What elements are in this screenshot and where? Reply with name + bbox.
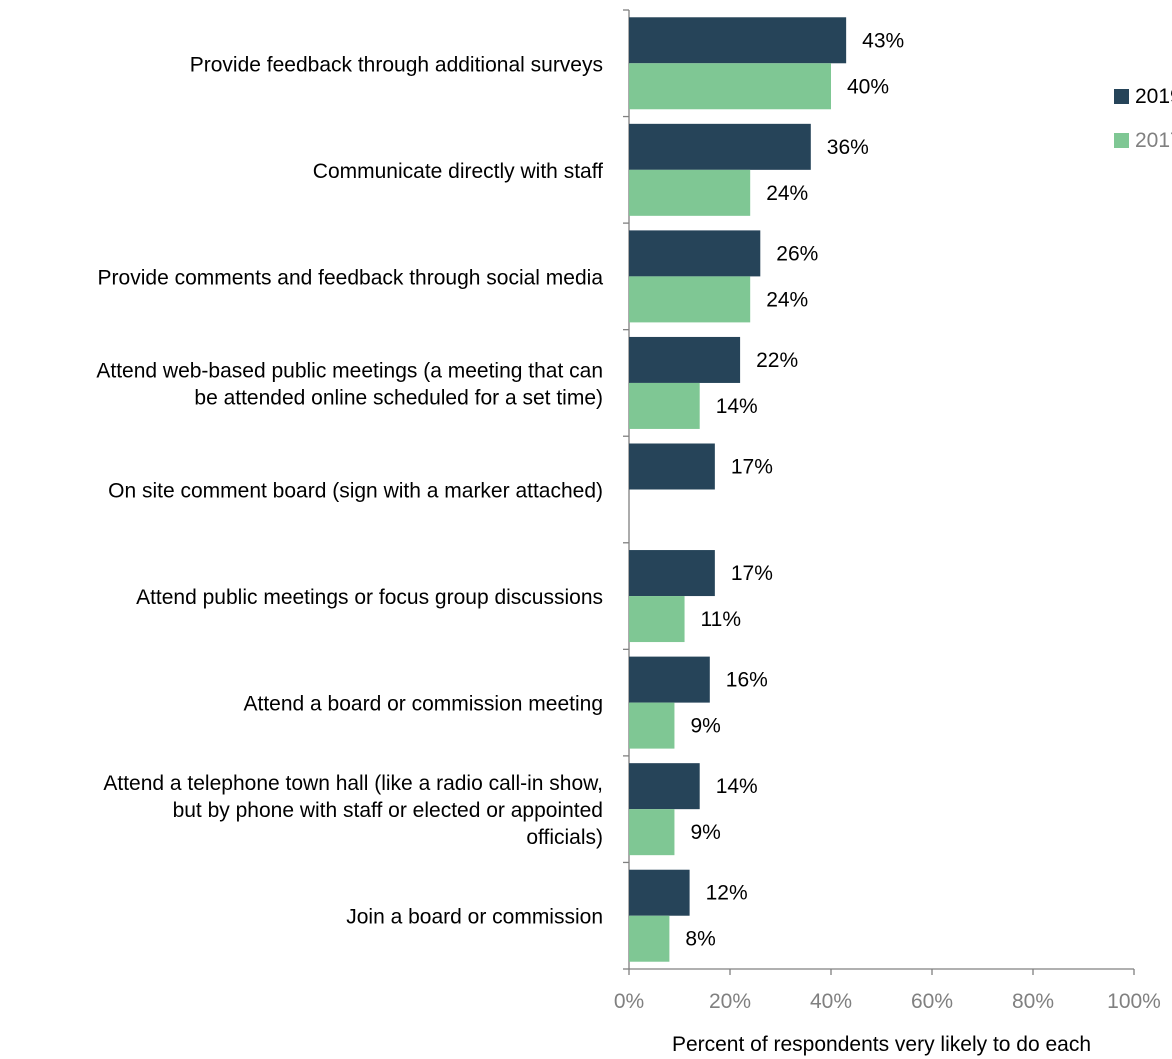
category-label: Communicate directly with staff <box>313 160 603 183</box>
category-label: Join a board or commission <box>346 906 603 929</box>
category-label: Attend public meetings or focus group di… <box>136 586 603 609</box>
category-label: Provide feedback through additional surv… <box>190 53 603 76</box>
data-label-2019: 16% <box>726 669 768 692</box>
bar-2017 <box>629 276 751 323</box>
bar-2019 <box>629 550 715 597</box>
data-label-2017: 14% <box>716 395 758 418</box>
legend-swatch-2019 <box>1114 89 1129 104</box>
data-label-2019: 17% <box>731 456 773 479</box>
bar-2017 <box>629 382 700 429</box>
bar-2017 <box>629 809 675 856</box>
bar-2019 <box>629 869 690 916</box>
legend-label-2019: 2019 <box>1135 85 1172 108</box>
x-tick-label: 20% <box>709 990 751 1013</box>
data-label-2017: 24% <box>766 288 808 311</box>
bar-2017 <box>629 63 831 110</box>
data-label-2019: 17% <box>731 562 773 585</box>
category-label: be attended online scheduled for a set t… <box>194 386 603 409</box>
category-label: On site comment board (sign with a marke… <box>108 480 603 503</box>
x-tick-label: 100% <box>1107 990 1161 1013</box>
category-label: but by phone with staff or elected or ap… <box>173 799 603 822</box>
data-label-2017: 24% <box>766 182 808 205</box>
data-label-2019: 22% <box>756 349 798 372</box>
data-label-2019: 26% <box>776 242 818 265</box>
bar-2019 <box>629 763 700 810</box>
bar-2017 <box>629 915 670 962</box>
category-label: Attend a board or commission meeting <box>243 693 603 716</box>
data-label-2017: 9% <box>690 821 720 844</box>
data-label-2017: 9% <box>690 715 720 738</box>
data-label-2019: 12% <box>706 882 748 905</box>
legend-label-2017: 2017 <box>1135 129 1172 152</box>
x-tick-label: 80% <box>1012 990 1054 1013</box>
bar-2019 <box>629 443 715 490</box>
category-label: Provide comments and feedback through so… <box>98 266 604 289</box>
data-label-2017: 8% <box>685 928 715 951</box>
data-label-2017: 11% <box>701 608 741 631</box>
data-label-2017: 40% <box>847 75 889 98</box>
x-tick-label: 40% <box>810 990 852 1013</box>
x-tick-label: 0% <box>614 990 644 1013</box>
bar-2017 <box>629 702 675 749</box>
category-label: Attend a telephone town hall (like a rad… <box>103 772 603 795</box>
bar-2019 <box>629 17 847 64</box>
legend-swatch-2017 <box>1114 133 1129 148</box>
bar-2017 <box>629 169 751 216</box>
bar-2019 <box>629 336 741 383</box>
category-label: officials) <box>526 826 603 849</box>
bar-2019 <box>629 230 761 277</box>
bar-2017 <box>629 596 685 643</box>
x-tick-label: 60% <box>911 990 953 1013</box>
category-label: Attend web-based public meetings (a meet… <box>96 359 603 382</box>
data-label-2019: 36% <box>827 136 869 159</box>
data-label-2019: 43% <box>862 29 904 52</box>
bar-2019 <box>629 656 710 703</box>
x-axis-title: Percent of respondents very likely to do… <box>672 1033 1091 1056</box>
bar-2019 <box>629 123 811 170</box>
data-label-2019: 14% <box>716 775 758 798</box>
